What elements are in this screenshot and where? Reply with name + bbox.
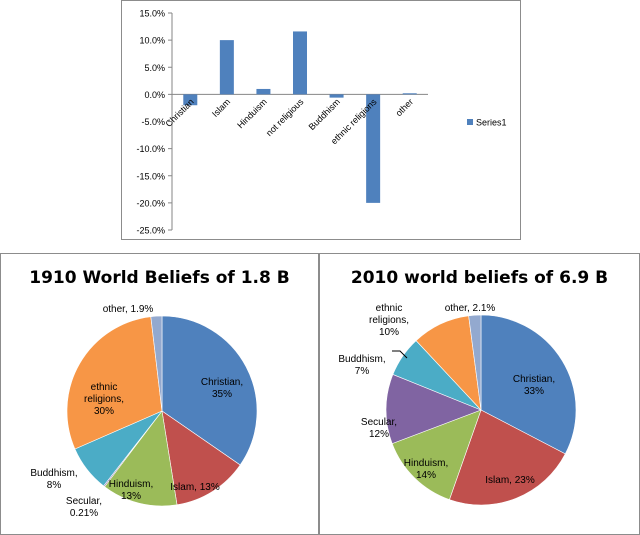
label-leader-line bbox=[392, 350, 408, 359]
slice-secular bbox=[385, 374, 482, 445]
y-tick-label: 10.0% bbox=[139, 36, 165, 46]
label-secular: Secular, 0.21% bbox=[66, 496, 102, 519]
bar-not-religious bbox=[293, 31, 307, 95]
bar-christian bbox=[183, 94, 198, 106]
label-secular: Secular, 12% bbox=[361, 417, 397, 440]
y-tick-label: 0.0% bbox=[144, 90, 165, 100]
label-other: other, 1.9% bbox=[103, 304, 154, 315]
bar-buddhism bbox=[329, 94, 344, 98]
y-tick-label: 5.0% bbox=[144, 63, 165, 73]
y-tick-label: -5.0% bbox=[141, 117, 165, 127]
slice-other bbox=[468, 314, 482, 411]
label-islam: Islam, 13% bbox=[170, 482, 220, 493]
bar-ethnic-religions bbox=[366, 94, 381, 203]
x-tick-label: other bbox=[394, 97, 416, 119]
label-hinduism: Hinduism, 14% bbox=[404, 458, 448, 481]
y-tick-label: -10.0% bbox=[136, 144, 165, 154]
change-bar-chart: 15.0% 10.0% 5.0% 0.0% -5.0% -10.0% -15.0% -20.0… bbox=[121, 0, 521, 240]
x-tick-label: Islam bbox=[210, 97, 232, 119]
pie-1910-svg: Christian, 35% Islam, 13% Hinduism, 13% Secul… bbox=[30, 304, 258, 519]
bar-other bbox=[402, 93, 417, 95]
legend-label: Series1 bbox=[476, 118, 507, 128]
pie-2010-svg: Christian, 33% Islam, 23% Hinduism, 14% Secul… bbox=[338, 303, 577, 506]
slice-christian bbox=[480, 314, 577, 455]
y-tick-label: -20.0% bbox=[136, 198, 165, 208]
label-islam: Islam, 23% bbox=[485, 475, 535, 486]
y-tick-label: -25.0% bbox=[136, 226, 165, 236]
pie-1910-title: 1910 World Beliefs of 1.8 B bbox=[29, 268, 290, 288]
x-tick-label: Hinduism bbox=[235, 97, 269, 131]
bar-chart-svg: 15.0% 10.0% 5.0% 0.0% -5.0% -10.0% -15.0% -20.0… bbox=[136, 9, 507, 236]
slice-other bbox=[150, 315, 163, 412]
slice-islam bbox=[161, 410, 241, 506]
slice-ethnic-religions bbox=[66, 316, 163, 450]
label-buddhism: Buddhism, 8% bbox=[30, 468, 77, 491]
label-ethnic-religions: ethnic religions, 10% bbox=[369, 303, 409, 338]
pie-chart-1910: 1910 World Beliefs of 1.8 B Christian, 35… bbox=[0, 253, 319, 535]
bar-hinduism bbox=[256, 88, 271, 95]
pie-chart-2010: 2010 world beliefs of 6.9 B Christian, 33… bbox=[319, 253, 640, 535]
label-ethnic-religions: ethnic religions, 30% bbox=[84, 382, 124, 417]
slice-hinduism bbox=[104, 410, 178, 507]
pie-2010-title: 2010 world beliefs of 6.9 B bbox=[350, 268, 609, 288]
slice-islam bbox=[449, 409, 566, 506]
bar-islam bbox=[219, 40, 234, 95]
slice-hinduism bbox=[391, 409, 482, 500]
label-buddhism: Buddhism, 7% bbox=[338, 354, 385, 377]
label-christian: Christian, 35% bbox=[201, 377, 243, 400]
x-tick-label: not religious bbox=[264, 96, 306, 138]
y-tick-label: -15.0% bbox=[136, 171, 165, 181]
label-christian: Christian, 33% bbox=[513, 374, 555, 397]
x-tick-label: Christian bbox=[164, 97, 196, 129]
label-other: other, 2.1% bbox=[445, 303, 496, 314]
legend-swatch bbox=[467, 119, 473, 125]
label-hinduism: Hinduism, 13% bbox=[109, 479, 153, 502]
y-tick-label: 15.0% bbox=[139, 9, 165, 19]
x-tick-label: Buddhism bbox=[307, 97, 342, 132]
slice-christian bbox=[161, 315, 258, 466]
